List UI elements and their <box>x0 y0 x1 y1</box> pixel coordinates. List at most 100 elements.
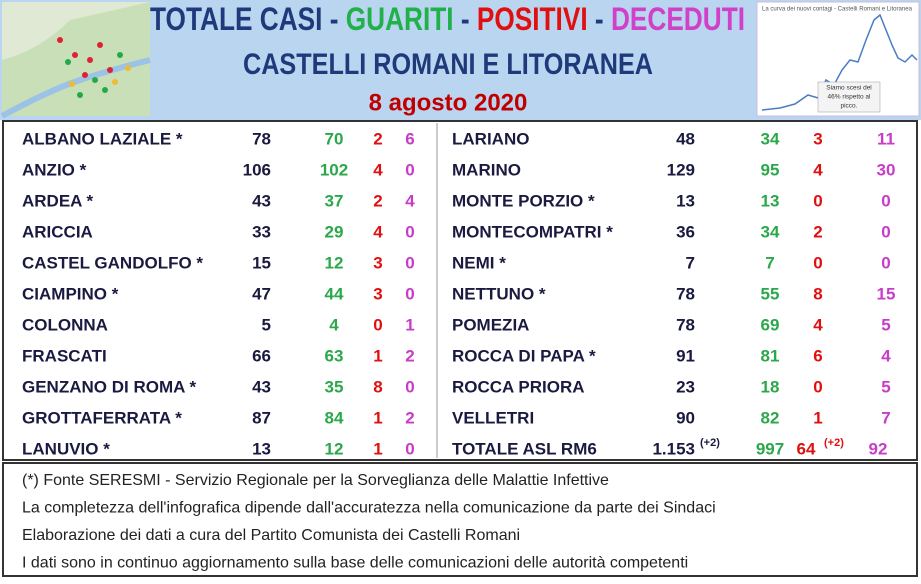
deceased: 92 <box>869 439 888 458</box>
positive: 4 <box>373 160 383 179</box>
recovered: 35 <box>325 377 344 396</box>
deceased: 4 <box>405 191 415 210</box>
town-name: ANZIO * <box>22 160 87 179</box>
deceased: 0 <box>405 253 414 272</box>
positive-note: (+2) <box>824 437 844 449</box>
table-frame <box>2 120 918 461</box>
total-cases: 87 <box>252 408 271 427</box>
recovered: 81 <box>761 346 780 365</box>
town-name: COLONNA <box>22 315 108 334</box>
recovered: 18 <box>761 377 780 396</box>
positive: 1 <box>373 346 382 365</box>
town-name: FRASCATI <box>22 346 107 365</box>
town-name: GENZANO DI ROMA * <box>22 377 196 396</box>
town-name: MONTE PORZIO * <box>452 191 595 210</box>
total-cases: 43 <box>252 377 271 396</box>
title-part: - <box>588 1 611 37</box>
deceased: 0 <box>881 222 890 241</box>
total-cases: 48 <box>676 129 695 148</box>
chart-note: picco. <box>841 103 858 110</box>
positive: 1 <box>373 439 382 458</box>
town-name: ARDEA * <box>22 191 94 210</box>
total-cases: 66 <box>252 346 271 365</box>
deceased: 15 <box>877 284 896 303</box>
chart-note: 46% rispetto al <box>828 94 872 101</box>
total-cases: 7 <box>686 253 695 272</box>
recovered: 44 <box>325 284 344 303</box>
town-name: MONTECOMPATRI * <box>452 222 613 241</box>
positive: 2 <box>373 129 382 148</box>
positive: 0 <box>373 315 382 334</box>
chart-thumbnail <box>756 1 920 117</box>
positive: 4 <box>813 315 823 334</box>
positive: 3 <box>373 253 382 272</box>
total-cases: 23 <box>676 377 695 396</box>
total-cases: 129 <box>667 160 695 179</box>
positive: 2 <box>813 222 822 241</box>
title-part: DECEDUTI <box>611 1 745 37</box>
deceased: 6 <box>405 129 414 148</box>
total-cases: 1.153 <box>652 439 695 458</box>
recovered: 55 <box>761 284 780 303</box>
total-note: (+2) <box>700 437 720 449</box>
positive: 3 <box>813 129 822 148</box>
total-cases: 15 <box>252 253 271 272</box>
deceased: 7 <box>881 408 890 427</box>
positive: 3 <box>373 284 382 303</box>
recovered: 13 <box>761 191 780 210</box>
town-name: ROCCA DI PAPA * <box>452 346 596 365</box>
town-name: NEMI * <box>452 253 506 272</box>
recovered: 69 <box>761 315 780 334</box>
town-name: NETTUNO * <box>452 284 546 303</box>
positive: 8 <box>813 284 822 303</box>
town-name: LARIANO <box>452 129 529 148</box>
town-name: MARINO <box>452 160 521 179</box>
title-part: POSITIVI <box>477 1 588 37</box>
town-name: POMEZIA <box>452 315 529 334</box>
recovered: 82 <box>761 408 780 427</box>
recovered: 70 <box>325 129 344 148</box>
recovered: 12 <box>325 253 344 272</box>
positive: 2 <box>373 191 382 210</box>
subtitle: CASTELLI ROMANI E LITORANEA <box>243 48 653 81</box>
deceased: 0 <box>405 439 414 458</box>
title: TOTALE CASI - GUARITI - POSITIVI - DECED… <box>150 1 745 37</box>
chart-note: Siamo scesi del <box>826 85 872 92</box>
positive: 4 <box>373 222 383 241</box>
positive: 0 <box>813 377 822 396</box>
recovered: 12 <box>325 439 344 458</box>
chart-title: La curva dei nuovi contagi - Castelli Ro… <box>762 7 913 13</box>
total-cases: 106 <box>243 160 271 179</box>
recovered: 37 <box>325 191 344 210</box>
positive: 0 <box>813 191 822 210</box>
deceased: 11 <box>877 129 895 148</box>
total-cases: 47 <box>252 284 271 303</box>
town-name: CIAMPINO * <box>22 284 119 303</box>
total-cases: 91 <box>676 346 695 365</box>
footer-line: Elaborazione dei dati a cura del Partito… <box>22 527 520 544</box>
town-name: TOTALE ASL RM6 <box>452 439 597 458</box>
title-part: - <box>454 1 477 37</box>
positive: 64 <box>797 439 816 458</box>
deceased: 2 <box>405 408 414 427</box>
recovered: 63 <box>325 346 344 365</box>
total-cases: 78 <box>676 315 695 334</box>
positive: 1 <box>813 408 822 427</box>
date: 8 agosto 2020 <box>369 89 528 116</box>
deceased: 5 <box>881 315 890 334</box>
deceased: 0 <box>405 160 414 179</box>
deceased: 0 <box>881 191 890 210</box>
total-cases: 36 <box>676 222 695 241</box>
recovered: 95 <box>761 160 780 179</box>
recovered: 997 <box>756 439 784 458</box>
positive: 0 <box>813 253 822 272</box>
recovered: 34 <box>761 222 780 241</box>
deceased: 0 <box>405 284 414 303</box>
map-thumbnail <box>0 2 151 119</box>
recovered: 4 <box>329 315 339 334</box>
title-part: GUARITI <box>346 1 454 37</box>
total-cases: 90 <box>676 408 695 427</box>
recovered: 34 <box>761 129 780 148</box>
deceased: 0 <box>405 222 414 241</box>
total-cases: 13 <box>252 439 271 458</box>
